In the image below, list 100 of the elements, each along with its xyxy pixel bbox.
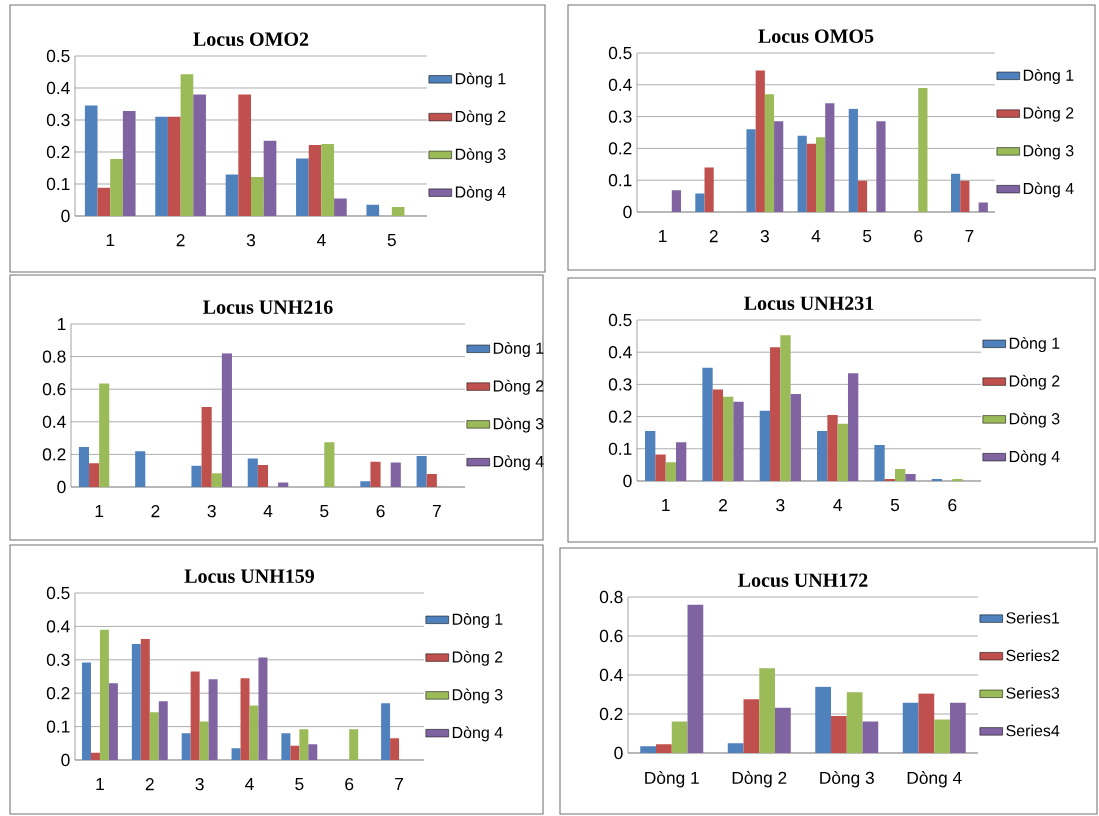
y-tick-label: 0.3 xyxy=(608,110,632,123)
legend-label: Dòng 3 xyxy=(452,688,503,704)
bar xyxy=(78,447,90,487)
bar xyxy=(278,482,289,487)
y-tick-label: 0.1 xyxy=(608,442,632,455)
bar xyxy=(806,143,816,212)
bar xyxy=(978,202,988,212)
bar xyxy=(934,719,951,753)
x-tick-label: 2 xyxy=(719,499,727,512)
bar xyxy=(827,414,838,481)
bar xyxy=(390,738,400,760)
bar xyxy=(360,481,371,487)
y-tick-label: 0.5 xyxy=(608,313,632,327)
bar xyxy=(640,746,657,753)
legend-label: Dòng 3 xyxy=(1023,144,1074,160)
bar xyxy=(857,180,868,212)
bar xyxy=(366,204,380,216)
y-tick-label: 0.1 xyxy=(608,174,632,187)
legend-label: Dòng 2 xyxy=(1023,106,1074,122)
bar xyxy=(299,729,309,760)
bar xyxy=(770,347,781,481)
bar xyxy=(960,180,970,212)
x-tick-label: 3 xyxy=(207,505,216,518)
bar xyxy=(131,644,141,760)
chart-title: Locus UNH172 xyxy=(738,573,868,587)
bar xyxy=(258,657,268,760)
x-tick-label: 2 xyxy=(151,505,160,518)
y-tick-label: 0.3 xyxy=(608,378,632,391)
x-tick-label: 6 xyxy=(376,505,385,518)
x-tick-label: 7 xyxy=(395,778,404,790)
legend-label: Dòng 4 xyxy=(1009,450,1060,466)
y-tick-label: 0.4 xyxy=(46,620,70,633)
y-tick-label: 0 xyxy=(614,746,623,760)
legend-label: Series3 xyxy=(1006,687,1060,699)
chart-title: Locus OMO2 xyxy=(193,32,309,46)
y-tick-label: 1 xyxy=(57,318,66,330)
bar xyxy=(90,752,100,760)
legend-label: Dòng 2 xyxy=(455,110,506,126)
x-tick-label: 5 xyxy=(890,499,900,512)
bar xyxy=(99,629,109,760)
y-tick-label: 0.4 xyxy=(599,668,623,682)
x-tick-label: 6 xyxy=(948,499,957,512)
bar xyxy=(97,187,111,216)
y-tick-label: 0.3 xyxy=(46,113,70,127)
x-tick-label: 1 xyxy=(95,505,104,517)
x-tick-label: 3 xyxy=(776,499,785,512)
bar xyxy=(848,108,858,212)
bar xyxy=(876,121,886,212)
y-tick-label: 0.6 xyxy=(599,629,623,643)
bar xyxy=(825,103,835,212)
x-tick-label: 1 xyxy=(96,778,104,790)
bar xyxy=(702,367,713,481)
bar xyxy=(140,639,150,760)
legend-label: Dòng 1 xyxy=(452,612,503,629)
bar xyxy=(895,469,906,481)
x-tick-label: 4 xyxy=(263,505,273,517)
bar xyxy=(251,176,264,216)
bar xyxy=(687,604,704,753)
bar xyxy=(743,699,760,753)
legend-label: Series1 xyxy=(1006,611,1060,624)
bar xyxy=(918,87,928,212)
y-tick-label: 0.2 xyxy=(46,687,70,700)
bar xyxy=(110,159,123,216)
bar xyxy=(321,144,335,216)
bar xyxy=(790,394,801,481)
bar xyxy=(201,407,212,487)
bar xyxy=(81,662,91,760)
bar xyxy=(816,137,826,212)
bar xyxy=(665,462,676,481)
bar xyxy=(158,701,168,760)
bar xyxy=(225,174,239,216)
bar xyxy=(296,158,309,216)
bar xyxy=(704,167,714,212)
bar xyxy=(774,121,784,212)
legend-label: Series2 xyxy=(1006,649,1059,662)
x-tick-label: 5 xyxy=(863,230,872,243)
bar xyxy=(349,729,359,760)
y-tick-label: 0.5 xyxy=(46,586,70,600)
bar xyxy=(390,462,401,487)
y-tick-label: 0.3 xyxy=(46,653,70,666)
bar xyxy=(656,744,672,753)
y-tick-label: 0.2 xyxy=(608,410,632,423)
bar xyxy=(759,410,771,481)
bar xyxy=(797,135,807,212)
bar xyxy=(862,721,879,753)
legend-label: Dòng 3 xyxy=(1009,412,1060,428)
x-tick-label: Dòng 3 xyxy=(820,771,874,788)
y-tick-label: 0.5 xyxy=(46,49,70,63)
bar xyxy=(847,373,859,481)
x-tick-label: 5 xyxy=(387,234,396,247)
x-tick-label: 3 xyxy=(246,234,256,247)
bar xyxy=(193,94,206,216)
bar xyxy=(167,116,181,216)
bar xyxy=(135,451,146,487)
bar xyxy=(671,190,681,212)
chart-title: Locus OMO5 xyxy=(758,29,874,43)
bar xyxy=(775,707,791,753)
x-tick-label: 4 xyxy=(245,778,254,790)
bar xyxy=(290,745,300,760)
bar xyxy=(84,105,98,216)
